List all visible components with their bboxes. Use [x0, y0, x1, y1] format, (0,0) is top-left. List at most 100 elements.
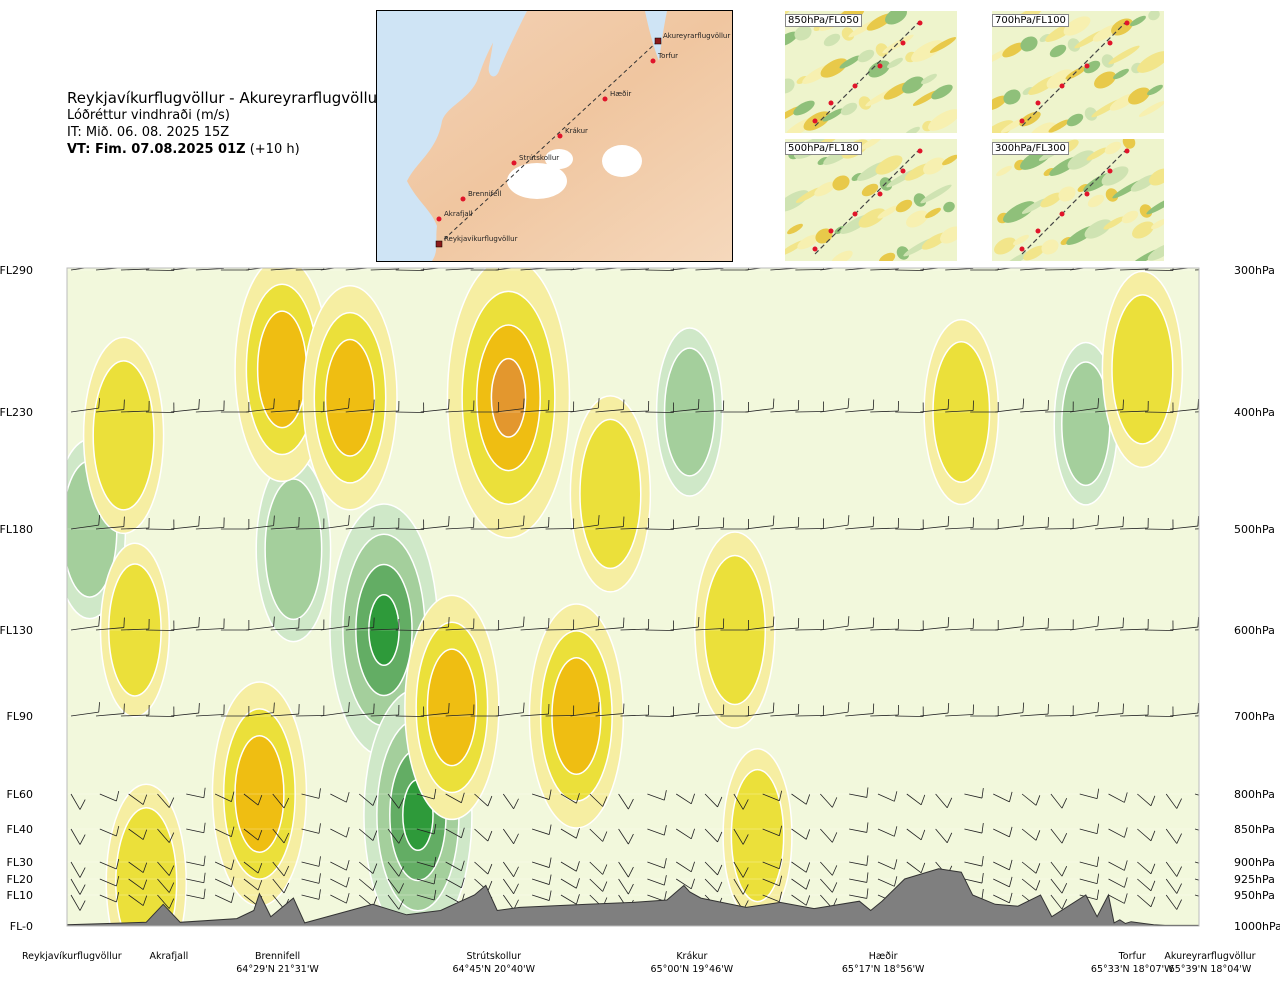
updraft-contour — [1101, 270, 1184, 469]
wind-barb — [791, 878, 807, 890]
mini-map-blob — [1041, 239, 1059, 255]
wind-barb — [964, 828, 983, 834]
wind-barb-feather — [461, 860, 465, 871]
mini-map-waypoint — [1019, 118, 1025, 124]
wind-barb — [1095, 268, 1123, 271]
mini-map-blob — [1084, 107, 1098, 121]
wind-barb-feather — [1009, 859, 1013, 870]
wind-barb-feather — [99, 256, 100, 266]
updraft-contour — [730, 768, 785, 903]
mini-map-blob — [823, 33, 841, 47]
wind-barb-feather — [866, 855, 869, 866]
wind-barb-feather — [274, 257, 275, 267]
mini-map-blob — [841, 27, 855, 41]
mini-map-blob — [1132, 221, 1154, 239]
mini-map-blob — [1065, 66, 1087, 80]
mini-map-blob — [923, 157, 945, 175]
wind-barb-feather — [548, 857, 552, 868]
wind-barb-feather — [742, 867, 749, 878]
wind-barb-feather — [832, 832, 838, 843]
mini-map-blob — [858, 96, 872, 110]
wind-barb-feather — [487, 830, 493, 842]
wind-barb — [270, 627, 299, 631]
updraft-contour — [99, 542, 171, 718]
wind-barb-feather — [778, 891, 783, 902]
updraft-contour — [256, 310, 308, 429]
wind-barb-feather — [1035, 896, 1041, 907]
route-map-svg: Akureyrarflugvöllur Torfur Hæðir Krákur Strú… — [377, 11, 732, 261]
wind-barb-feather — [690, 793, 695, 804]
mini-map-blob — [1147, 84, 1163, 96]
wind-barb-feather — [1176, 883, 1182, 894]
wind-barb — [420, 268, 444, 271]
wind-barb — [445, 527, 474, 530]
pressure-level-label: 950hPa — [1234, 889, 1275, 902]
wind-barb — [820, 793, 833, 808]
wind-barb — [964, 894, 983, 900]
wind-barb — [1194, 629, 1199, 631]
wind-barb — [272, 878, 285, 894]
wind-barb — [195, 268, 224, 271]
wind-barb — [745, 626, 774, 631]
wind-barb — [1108, 894, 1125, 904]
wind-barb — [186, 894, 204, 900]
wind-barb — [186, 878, 204, 884]
wind-barb-feather — [602, 897, 608, 908]
pressure-level-label: 600hPa — [1234, 624, 1275, 637]
wind-barb-feather — [318, 823, 321, 834]
waypoint-marker — [654, 37, 662, 45]
mini-map-blob — [1087, 194, 1105, 208]
wind-barb — [589, 793, 603, 807]
wind-barb — [1021, 878, 1037, 891]
wind-barb — [320, 268, 338, 271]
mini-map-waypoint — [1035, 228, 1041, 234]
wind-barb-feather — [1198, 257, 1199, 267]
wind-barb — [849, 894, 867, 899]
mini-map-blob — [785, 190, 809, 212]
wind-barb — [877, 828, 895, 837]
wind-barb — [170, 712, 199, 717]
wind-barb — [186, 793, 204, 799]
wind-barb — [157, 878, 170, 893]
wind-barb-feather — [513, 833, 519, 844]
mini-map-route — [1021, 20, 1128, 127]
wind-barb-feather — [628, 833, 634, 845]
pressure-axis: 300hPa 400hPa 500hPa 600hPa 700hPa 800hPa 850h… — [1234, 264, 1280, 933]
wind-barb — [70, 828, 81, 845]
wind-barb-feather — [523, 702, 525, 713]
wind-barb-feather — [283, 898, 290, 910]
wind-barb-feather — [461, 893, 465, 904]
wind-barb — [532, 793, 550, 800]
wind-barb — [820, 625, 849, 631]
mini-map-blob — [1048, 119, 1070, 133]
glacier-2 — [545, 149, 573, 169]
wind-barb-feather — [548, 789, 552, 800]
level-map-field — [785, 11, 957, 133]
mini-map-blob — [1128, 87, 1150, 105]
updraft-contour — [313, 311, 387, 484]
wind-barb — [320, 407, 349, 413]
mini-map-blob — [906, 210, 928, 228]
downdraft-contour — [1061, 361, 1111, 487]
wind-barb-feather — [142, 829, 148, 840]
downdraft-contour — [329, 503, 439, 757]
wind-barb-feather — [1150, 795, 1156, 806]
wind-barb — [214, 828, 232, 837]
wind-barb — [1108, 793, 1125, 803]
wind-barb — [70, 793, 81, 810]
wind-barb — [733, 878, 744, 895]
wind-barb — [387, 894, 400, 910]
wind-barb — [845, 526, 874, 530]
downdraft-contour — [264, 478, 323, 621]
wind-barb — [1137, 793, 1152, 807]
updraft-contour — [245, 283, 319, 456]
waypoint-marker — [511, 160, 517, 166]
wind-barb — [1079, 861, 1098, 868]
wind-barb — [589, 861, 603, 875]
wind-barb — [820, 524, 849, 530]
wind-barb-feather — [79, 900, 86, 911]
wind-barb — [670, 525, 699, 530]
wind-barb — [935, 861, 948, 877]
updraft-contour — [446, 268, 571, 539]
wind-barb-feather — [575, 828, 580, 839]
